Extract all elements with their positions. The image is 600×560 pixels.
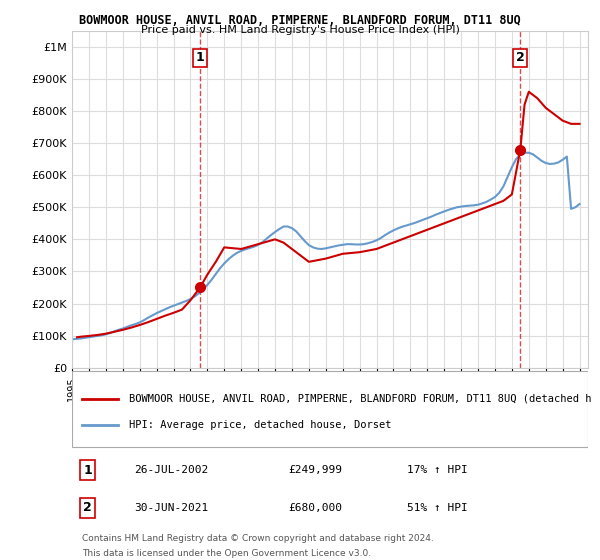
Text: BOWMOOR HOUSE, ANVIL ROAD, PIMPERNE, BLANDFORD FORUM, DT11 8UQ (detached h: BOWMOOR HOUSE, ANVIL ROAD, PIMPERNE, BLA…	[129, 394, 591, 404]
Text: BOWMOOR HOUSE, ANVIL ROAD, PIMPERNE, BLANDFORD FORUM, DT11 8UQ: BOWMOOR HOUSE, ANVIL ROAD, PIMPERNE, BLA…	[79, 14, 521, 27]
Text: 26-JUL-2002: 26-JUL-2002	[134, 465, 208, 475]
Text: HPI: Average price, detached house, Dorset: HPI: Average price, detached house, Dors…	[129, 419, 391, 430]
Text: 2: 2	[516, 52, 525, 64]
Text: This data is licensed under the Open Government Licence v3.0.: This data is licensed under the Open Gov…	[82, 549, 371, 558]
Text: 2: 2	[83, 501, 92, 515]
Text: 1: 1	[196, 52, 205, 64]
Text: 51% ↑ HPI: 51% ↑ HPI	[407, 503, 468, 513]
Text: 17% ↑ HPI: 17% ↑ HPI	[407, 465, 468, 475]
Text: Price paid vs. HM Land Registry's House Price Index (HPI): Price paid vs. HM Land Registry's House …	[140, 25, 460, 35]
Text: 30-JUN-2021: 30-JUN-2021	[134, 503, 208, 513]
Text: £249,999: £249,999	[289, 465, 343, 475]
FancyBboxPatch shape	[72, 371, 588, 447]
Text: 1: 1	[83, 464, 92, 477]
Text: £680,000: £680,000	[289, 503, 343, 513]
Text: Contains HM Land Registry data © Crown copyright and database right 2024.: Contains HM Land Registry data © Crown c…	[82, 534, 434, 543]
